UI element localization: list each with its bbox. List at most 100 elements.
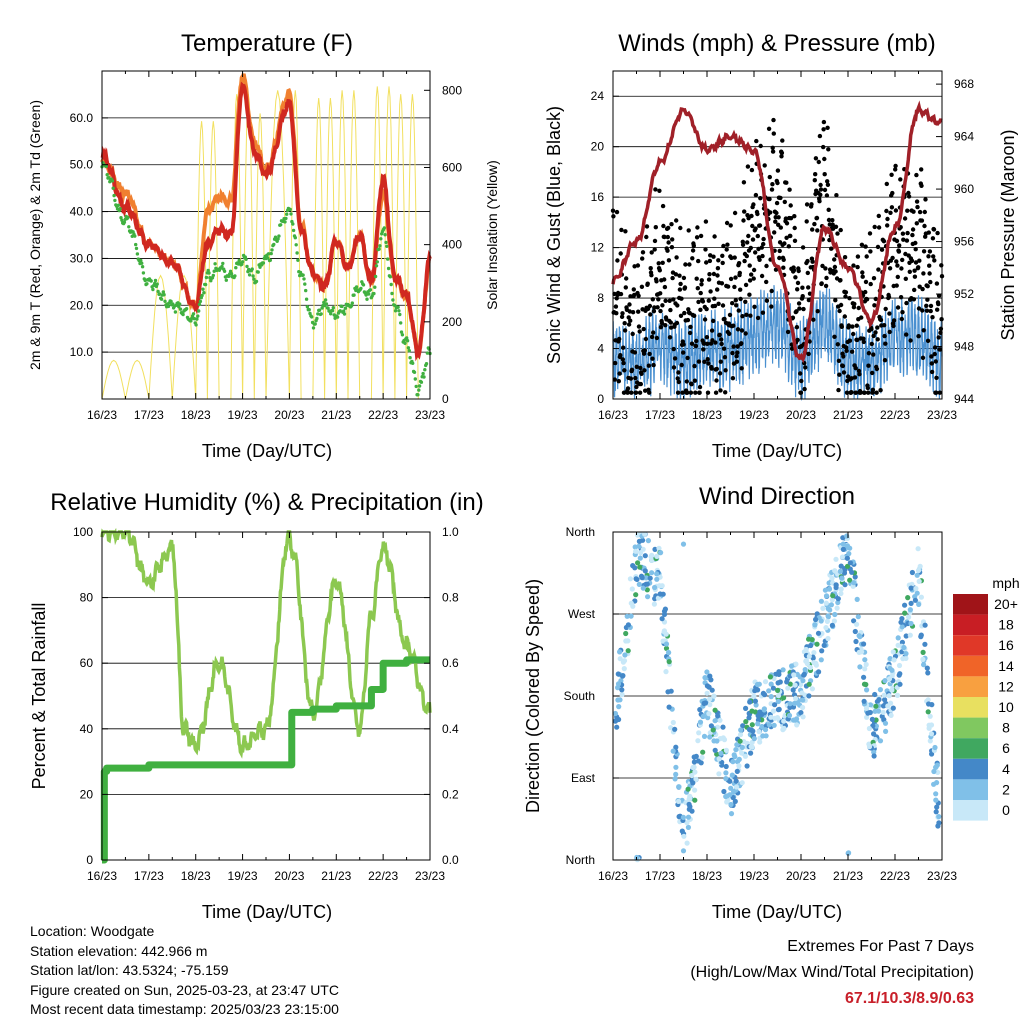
dewpoint-point (162, 293, 166, 297)
dewpoint-point (399, 330, 404, 334)
direction-point (672, 776, 678, 782)
direction-point (837, 568, 843, 575)
gust-point (687, 330, 693, 336)
dewpoint-point (307, 308, 311, 312)
gust-point (735, 327, 741, 332)
direction-point (864, 687, 870, 693)
gust-point (672, 356, 678, 361)
gust-point (853, 390, 859, 395)
gust-point (885, 223, 890, 228)
gust-point (930, 236, 936, 241)
direction-point (853, 638, 859, 645)
gust-point (727, 331, 732, 336)
gust-point (652, 238, 658, 244)
direction-point (690, 764, 696, 771)
gust-point (843, 290, 849, 295)
gust-point (616, 379, 621, 384)
x-tick-label: 18/23 (181, 408, 211, 422)
gust-point (757, 223, 763, 228)
temperature-xlabel: Time (Day/UTC) (202, 441, 332, 461)
gust-point (711, 254, 716, 259)
dewpoint-point (158, 292, 162, 296)
gust-point (820, 263, 825, 269)
gust-point (682, 310, 687, 316)
gust-point (934, 390, 939, 395)
direction-point (854, 621, 860, 627)
direction-point (861, 674, 867, 680)
direction-point (617, 656, 623, 662)
gust-point (818, 187, 824, 192)
gust-point (647, 351, 652, 357)
dewpoint-point (296, 258, 300, 262)
gust-point (834, 193, 839, 198)
gust-point (742, 258, 747, 264)
direction-point (672, 726, 678, 732)
direction-point (670, 719, 676, 726)
gust-point (840, 363, 846, 369)
gust-point (895, 263, 900, 268)
gust-point (833, 298, 838, 303)
gust-point (636, 324, 642, 329)
gust-point (832, 257, 837, 262)
gust-point (699, 278, 704, 283)
y2-tick-label: 960 (954, 182, 974, 196)
gust-point (740, 242, 746, 247)
gust-point (887, 266, 893, 271)
gust-point (882, 323, 887, 328)
direction-point (660, 638, 666, 644)
dewpoint-point (423, 368, 427, 372)
direction-point (712, 747, 718, 753)
dewpoint-point (374, 264, 379, 268)
x-tick-label: 23/23 (415, 869, 445, 883)
gust-point (792, 214, 797, 219)
direction-point (652, 584, 658, 591)
direction-point (684, 820, 690, 826)
gust-point (733, 275, 738, 280)
gust-point (751, 267, 757, 273)
x-tick-label: 19/23 (228, 869, 258, 883)
dewpoint-point (412, 370, 417, 374)
direction-point (649, 552, 655, 559)
direction-point (856, 633, 862, 639)
gust-point (930, 315, 935, 320)
dewpoint-point (316, 312, 320, 316)
gust-point (766, 126, 772, 131)
direction-point (863, 705, 870, 711)
x-tick-label: 16/23 (598, 869, 628, 883)
speed-legend-label: 0 (1002, 802, 1010, 818)
direction-ylabel: Direction (Colored By Speed) (523, 579, 543, 813)
gust-point (740, 314, 745, 319)
speed-legend-label: 10 (998, 699, 1014, 715)
direction-point (780, 727, 786, 733)
direction-point (812, 622, 818, 628)
dewpoint-point (301, 273, 305, 277)
x-tick-label: 16/23 (87, 408, 117, 422)
gust-point (919, 167, 924, 172)
gust-point (678, 313, 684, 318)
dewpoint-point (359, 286, 363, 291)
speed-legend-swatch (953, 676, 988, 697)
gust-point (912, 287, 917, 293)
dewpoint-point (302, 277, 306, 281)
direction-point (721, 788, 727, 795)
dewpoint-point (378, 244, 382, 248)
gust-point (898, 177, 903, 182)
direction-point (628, 613, 634, 619)
direction-point (844, 555, 851, 561)
gust-point (929, 354, 934, 359)
direction-point (842, 582, 848, 588)
gust-point (734, 303, 739, 308)
gust-point (719, 281, 725, 286)
direction-point (754, 681, 761, 688)
direction-point (880, 703, 887, 709)
gust-point (793, 275, 798, 280)
gust-point (711, 271, 717, 277)
dewpoint-point (375, 260, 379, 264)
direction-point (808, 642, 814, 649)
gust-point (908, 338, 913, 343)
precip-line (100, 656, 430, 864)
x-tick-label: 23/23 (927, 408, 957, 422)
gust-point (655, 305, 660, 310)
direction-point (704, 669, 710, 675)
gust-point (818, 182, 823, 188)
